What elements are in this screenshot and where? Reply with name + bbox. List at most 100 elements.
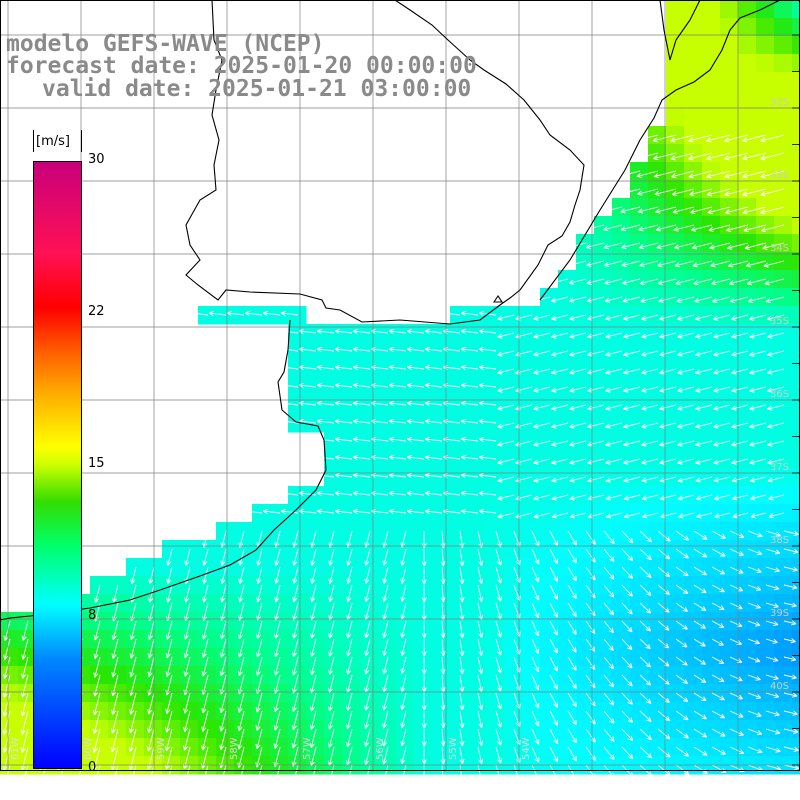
wind-arrow	[747, 296, 767, 304]
lon-label: 55W	[448, 737, 459, 760]
wind-cell	[144, 648, 163, 667]
wind-arrow	[202, 566, 209, 584]
wind-arrow	[291, 764, 299, 785]
wind-cell	[522, 576, 541, 595]
wind-cell	[792, 108, 800, 127]
wind-cell	[144, 594, 163, 613]
wind-arrow	[713, 422, 731, 429]
wind-cell	[162, 630, 181, 649]
wind-arrow	[636, 152, 659, 160]
wind-arrow	[569, 494, 587, 501]
wind-arrow	[742, 134, 767, 143]
wind-cell	[684, 576, 703, 595]
wind-cell	[270, 684, 289, 703]
wind-arrow	[760, 170, 785, 179]
wind-cell	[792, 252, 800, 271]
wind-arrow	[549, 674, 558, 690]
wind-cell	[612, 594, 631, 613]
wind-cell	[360, 576, 379, 595]
wind-cell	[774, 612, 793, 631]
wind-cell	[792, 162, 800, 181]
wind-arrow	[621, 746, 634, 760]
wind-arrow	[569, 350, 587, 357]
wind-cell	[252, 576, 271, 595]
wind-arrow	[172, 148, 191, 155]
wind-arrow	[291, 674, 299, 694]
wind-arrow	[765, 602, 779, 609]
wind-arrow	[424, 346, 443, 353]
wind-arrow	[677, 350, 695, 357]
wind-arrow	[352, 418, 371, 425]
colorbar-unit-box	[33, 130, 82, 152]
wind-arrow	[495, 566, 502, 584]
wind-arrow	[623, 368, 641, 375]
wind-cell	[306, 576, 325, 595]
wind-arrow	[707, 206, 731, 215]
wind-arrow	[460, 328, 479, 335]
wind-arrow	[750, 494, 767, 501]
wind-arrow	[533, 476, 551, 483]
wind-arrow	[603, 656, 614, 670]
wind-arrow	[677, 332, 695, 339]
wind-cell	[648, 720, 667, 739]
wind-arrow	[238, 584, 245, 603]
wind-arrow	[327, 728, 335, 748]
wind-arrow	[549, 728, 559, 744]
wind-cell	[180, 684, 199, 703]
wind-arrow	[364, 620, 371, 639]
wind-arrow	[749, 476, 767, 483]
wind-arrow	[309, 710, 317, 730]
wind-arrow	[641, 314, 659, 321]
wind-arrow	[767, 332, 785, 339]
wind-cell	[774, 558, 793, 577]
wind-arrow	[388, 382, 407, 389]
wind-cell	[702, 666, 721, 685]
wind-arrow	[639, 530, 652, 543]
wind-cell	[720, 558, 739, 577]
wind-arrow	[94, 584, 101, 603]
wind-arrow	[147, 692, 155, 715]
wind-cell	[774, 702, 793, 721]
valid-date: valid date: 2025-01-21 03:00:00	[42, 76, 472, 102]
wind-cell	[450, 720, 469, 739]
wind-arrow	[693, 566, 707, 576]
wind-arrow	[724, 170, 749, 179]
wind-cell	[414, 720, 433, 739]
wind-arrow	[531, 566, 540, 583]
wind-arrow	[495, 764, 502, 782]
wind-cell	[252, 666, 271, 685]
wind-cell	[216, 684, 235, 703]
wind-arrow	[676, 296, 695, 303]
wind-cell	[288, 576, 307, 595]
wind-arrow	[675, 584, 689, 595]
wind-cell	[612, 720, 631, 739]
wind-arrow	[729, 746, 745, 754]
wind-cell	[720, 72, 739, 91]
wind-cell	[90, 648, 109, 667]
wind-cell	[108, 594, 127, 613]
wind-arrow	[388, 328, 407, 335]
wind-cell	[666, 72, 685, 91]
wind-speed-field	[0, 0, 800, 775]
wind-arrow	[551, 440, 569, 447]
wind-arrow	[659, 404, 677, 411]
wind-arrow	[712, 314, 731, 321]
wind-arrow	[585, 692, 596, 707]
wind-arrow	[406, 364, 425, 371]
wind-cell	[252, 684, 271, 703]
wind-arrow	[147, 620, 155, 640]
wind-arrow	[587, 404, 605, 411]
wind-arrow	[220, 566, 227, 584]
lon-label: 59W	[156, 737, 167, 760]
wind-arrow	[256, 602, 263, 621]
wind-cell	[720, 612, 739, 631]
wind-arrow	[364, 764, 371, 784]
wind-cell	[396, 558, 415, 577]
wind-arrow	[533, 314, 551, 321]
wind-cell	[792, 720, 800, 739]
wind-cell	[342, 630, 361, 649]
wind-arrow	[129, 620, 137, 640]
wind-arrow	[346, 566, 353, 584]
wind-arrow	[255, 638, 263, 658]
wind-arrow	[675, 692, 689, 703]
